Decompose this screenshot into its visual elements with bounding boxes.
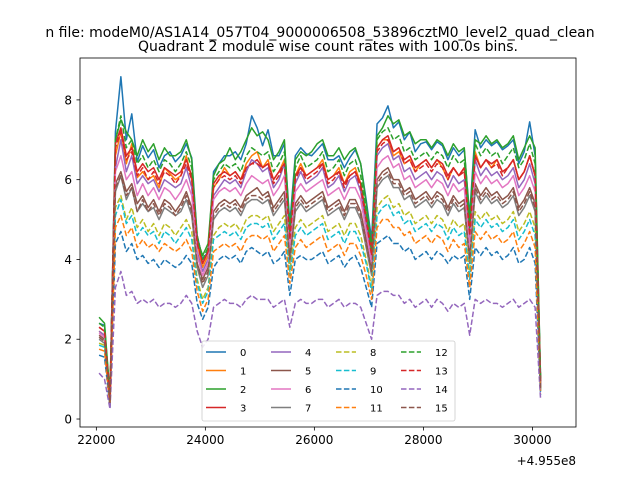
legend-entry-8: 8: [336, 348, 376, 359]
x-tick-label: 26000: [295, 433, 333, 447]
figure-suptitle: n file: modeM0/AS1A14_057T04_9000006508_…: [45, 25, 594, 41]
axes-frame: [79, 57, 577, 428]
series-line-9: [98, 198, 542, 407]
legend-entry-1: 1: [206, 367, 246, 378]
series-line-13: [98, 131, 542, 400]
x-tick-label: 24000: [186, 433, 224, 447]
series-line-2: [98, 115, 542, 396]
legend-entry-10: 10: [336, 385, 383, 396]
legend-label: 4: [305, 348, 311, 359]
legend-label: 1: [240, 367, 246, 378]
legend-label: 3: [240, 404, 246, 415]
legend-entry-2: 2: [206, 385, 246, 396]
y-tick-label: 0: [64, 413, 72, 427]
legend-label: 0: [240, 348, 246, 359]
legend-label: 12: [435, 348, 448, 359]
legend-label: 2: [240, 385, 246, 396]
y-tick-label: 8: [64, 93, 72, 107]
y-tick-label: 2: [64, 333, 72, 347]
x-tick-label: 30000: [513, 433, 551, 447]
legend-label: 6: [305, 385, 311, 396]
legend-entry-11: 11: [336, 404, 383, 415]
legend-entry-9: 9: [336, 367, 376, 378]
series-line-6: [98, 154, 542, 404]
series-line-12: [98, 115, 542, 398]
legend-label: 9: [370, 367, 376, 378]
legend-entry-12: 12: [401, 348, 448, 359]
legend-entry-15: 15: [401, 404, 448, 415]
legend-label: 7: [305, 404, 311, 415]
x-offset-label: +4.955e8: [517, 454, 576, 468]
legend-entry-13: 13: [401, 367, 448, 378]
series-line-14: [98, 270, 542, 410]
legend-label: 8: [370, 348, 376, 359]
legend-label: 15: [435, 404, 448, 415]
legend-entry-14: 14: [401, 385, 448, 396]
legend-label: 11: [370, 404, 383, 415]
series-line-5: [98, 166, 542, 404]
series-line-11: [98, 214, 542, 408]
series-line-7: [98, 174, 542, 405]
plot-area: 22000 24000 26000 28000 30000024680123456789…: [64, 57, 577, 447]
legend-entry-5: 5: [271, 367, 311, 378]
y-tick-label: 4: [64, 253, 72, 267]
legend-entry-7: 7: [271, 404, 311, 415]
legend-label: 14: [435, 385, 448, 396]
legend-label: 10: [370, 385, 383, 396]
chart-title: Quadrant 2 module wise count rates with …: [138, 39, 518, 55]
legend-entry-3: 3: [206, 404, 246, 415]
series-lines: [98, 76, 542, 410]
y-tick-label: 6: [64, 173, 72, 187]
series-line-15: [98, 170, 542, 404]
legend-entry-0: 0: [206, 348, 246, 359]
x-tick-label: 28000: [404, 433, 442, 447]
legend-entry-6: 6: [271, 385, 311, 396]
legend-entry-4: 4: [271, 348, 311, 359]
series-line-10: [98, 230, 542, 408]
legend-box: [201, 340, 456, 422]
legend-label: 13: [435, 367, 448, 378]
legend-label: 5: [305, 367, 311, 378]
x-tick-label: 22000: [77, 433, 115, 447]
